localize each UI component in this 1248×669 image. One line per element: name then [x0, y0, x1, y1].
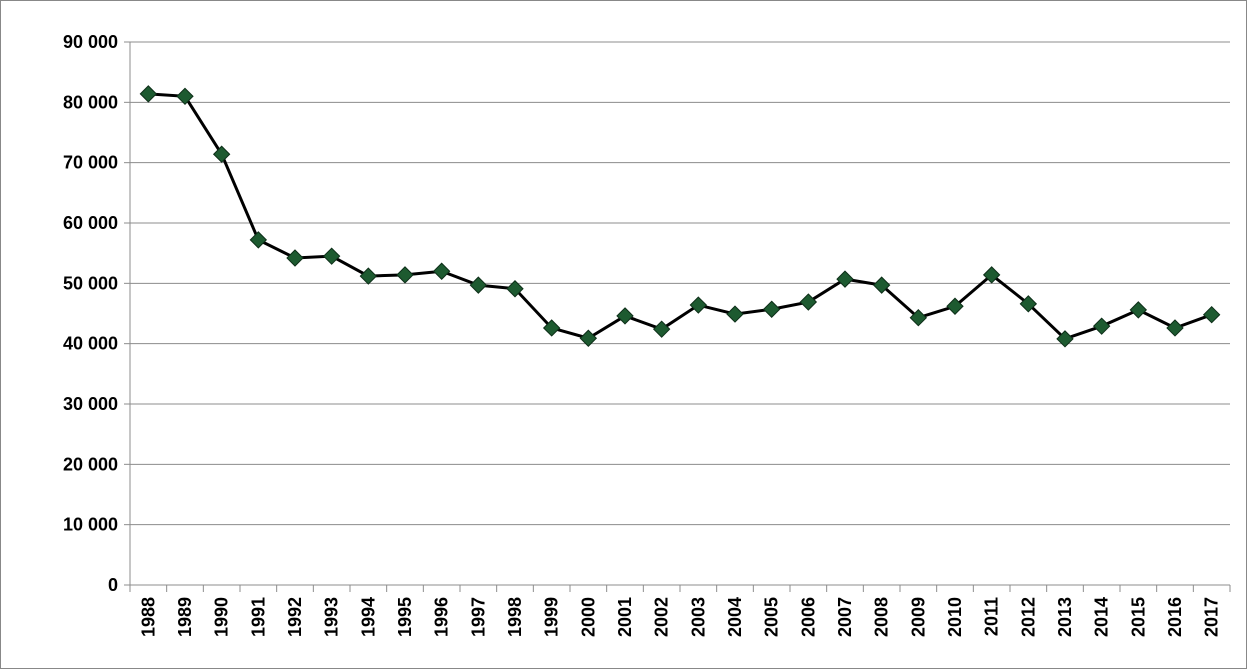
y-tick-label: 20 000: [63, 454, 118, 474]
point-marker: [1202, 305, 1221, 324]
point-marker: [872, 276, 891, 294]
point-marker: [726, 305, 744, 323]
y-tick-label: 40 000: [63, 334, 118, 354]
x-tick-label: 2005: [762, 597, 782, 637]
point-marker: [322, 247, 341, 265]
x-tick-label: 1989: [175, 597, 195, 637]
x-tick-label: 1994: [358, 597, 378, 637]
x-tick-label: 1988: [138, 597, 158, 637]
x-tick-label: 2015: [1128, 597, 1148, 637]
point-marker: [396, 266, 414, 284]
y-tick-label: 10 000: [63, 515, 118, 535]
point-marker: [432, 262, 451, 280]
point-marker: [1129, 301, 1148, 319]
x-tick-label: 2013: [1055, 597, 1075, 637]
x-tick-label: 2012: [1018, 597, 1038, 637]
point-marker: [286, 249, 304, 267]
point-marker: [652, 320, 671, 338]
point-marker: [1056, 330, 1074, 348]
point-marker: [616, 307, 634, 325]
point-marker: [982, 266, 1001, 284]
point-marker: [176, 87, 194, 106]
point-marker: [799, 293, 818, 311]
x-tick-label: 2016: [1165, 597, 1185, 637]
x-tick-label: 1992: [285, 597, 305, 637]
point-marker: [1092, 317, 1111, 335]
y-tick-label: 70 000: [63, 153, 118, 173]
x-tick-label: 1995: [395, 597, 415, 637]
y-tick-label: 60 000: [63, 213, 118, 233]
point-marker: [249, 231, 268, 249]
x-tick-label: 2004: [725, 597, 745, 637]
point-marker: [946, 297, 964, 315]
point-marker: [909, 309, 928, 327]
point-marker: [542, 319, 561, 337]
point-marker: [689, 296, 708, 314]
y-tick-label: 90 000: [63, 32, 118, 52]
x-tick-label: 2001: [615, 597, 635, 637]
x-tick-label: 1998: [505, 597, 525, 637]
point-marker: [506, 280, 524, 298]
x-tick-label: 1997: [468, 597, 488, 637]
y-tick-label: 80 000: [63, 92, 118, 112]
point-marker: [359, 267, 378, 285]
x-tick-label: 2017: [1202, 597, 1222, 637]
x-tick-label: 2009: [908, 597, 928, 637]
point-marker: [762, 300, 781, 318]
x-tick-label: 2002: [652, 597, 672, 637]
x-tick-label: 2007: [835, 597, 855, 637]
x-tick-label: 2003: [688, 597, 708, 637]
point-marker: [836, 270, 854, 288]
y-tick-label: 0: [108, 575, 118, 595]
x-tick-label: 2010: [945, 597, 965, 637]
point-marker: [212, 145, 231, 163]
point-marker: [1166, 319, 1184, 337]
x-tick-label: 1991: [248, 597, 268, 637]
point-marker: [139, 85, 158, 103]
point-marker: [579, 329, 598, 347]
y-tick-label: 50 000: [63, 273, 118, 293]
x-tick-label: 2014: [1092, 597, 1112, 637]
x-tick-label: 1993: [322, 597, 342, 637]
x-tick-label: 2011: [982, 597, 1002, 636]
point-marker: [1019, 295, 1038, 313]
x-tick-label: 1990: [212, 597, 232, 637]
x-tick-label: 2006: [798, 597, 818, 637]
x-tick-label: 1996: [432, 597, 452, 637]
x-tick-label: 2000: [578, 597, 598, 637]
x-tick-label: 1999: [542, 597, 562, 637]
point-marker: [469, 276, 488, 294]
y-tick-label: 30 000: [63, 394, 118, 414]
x-tick-label: 2008: [872, 597, 892, 637]
